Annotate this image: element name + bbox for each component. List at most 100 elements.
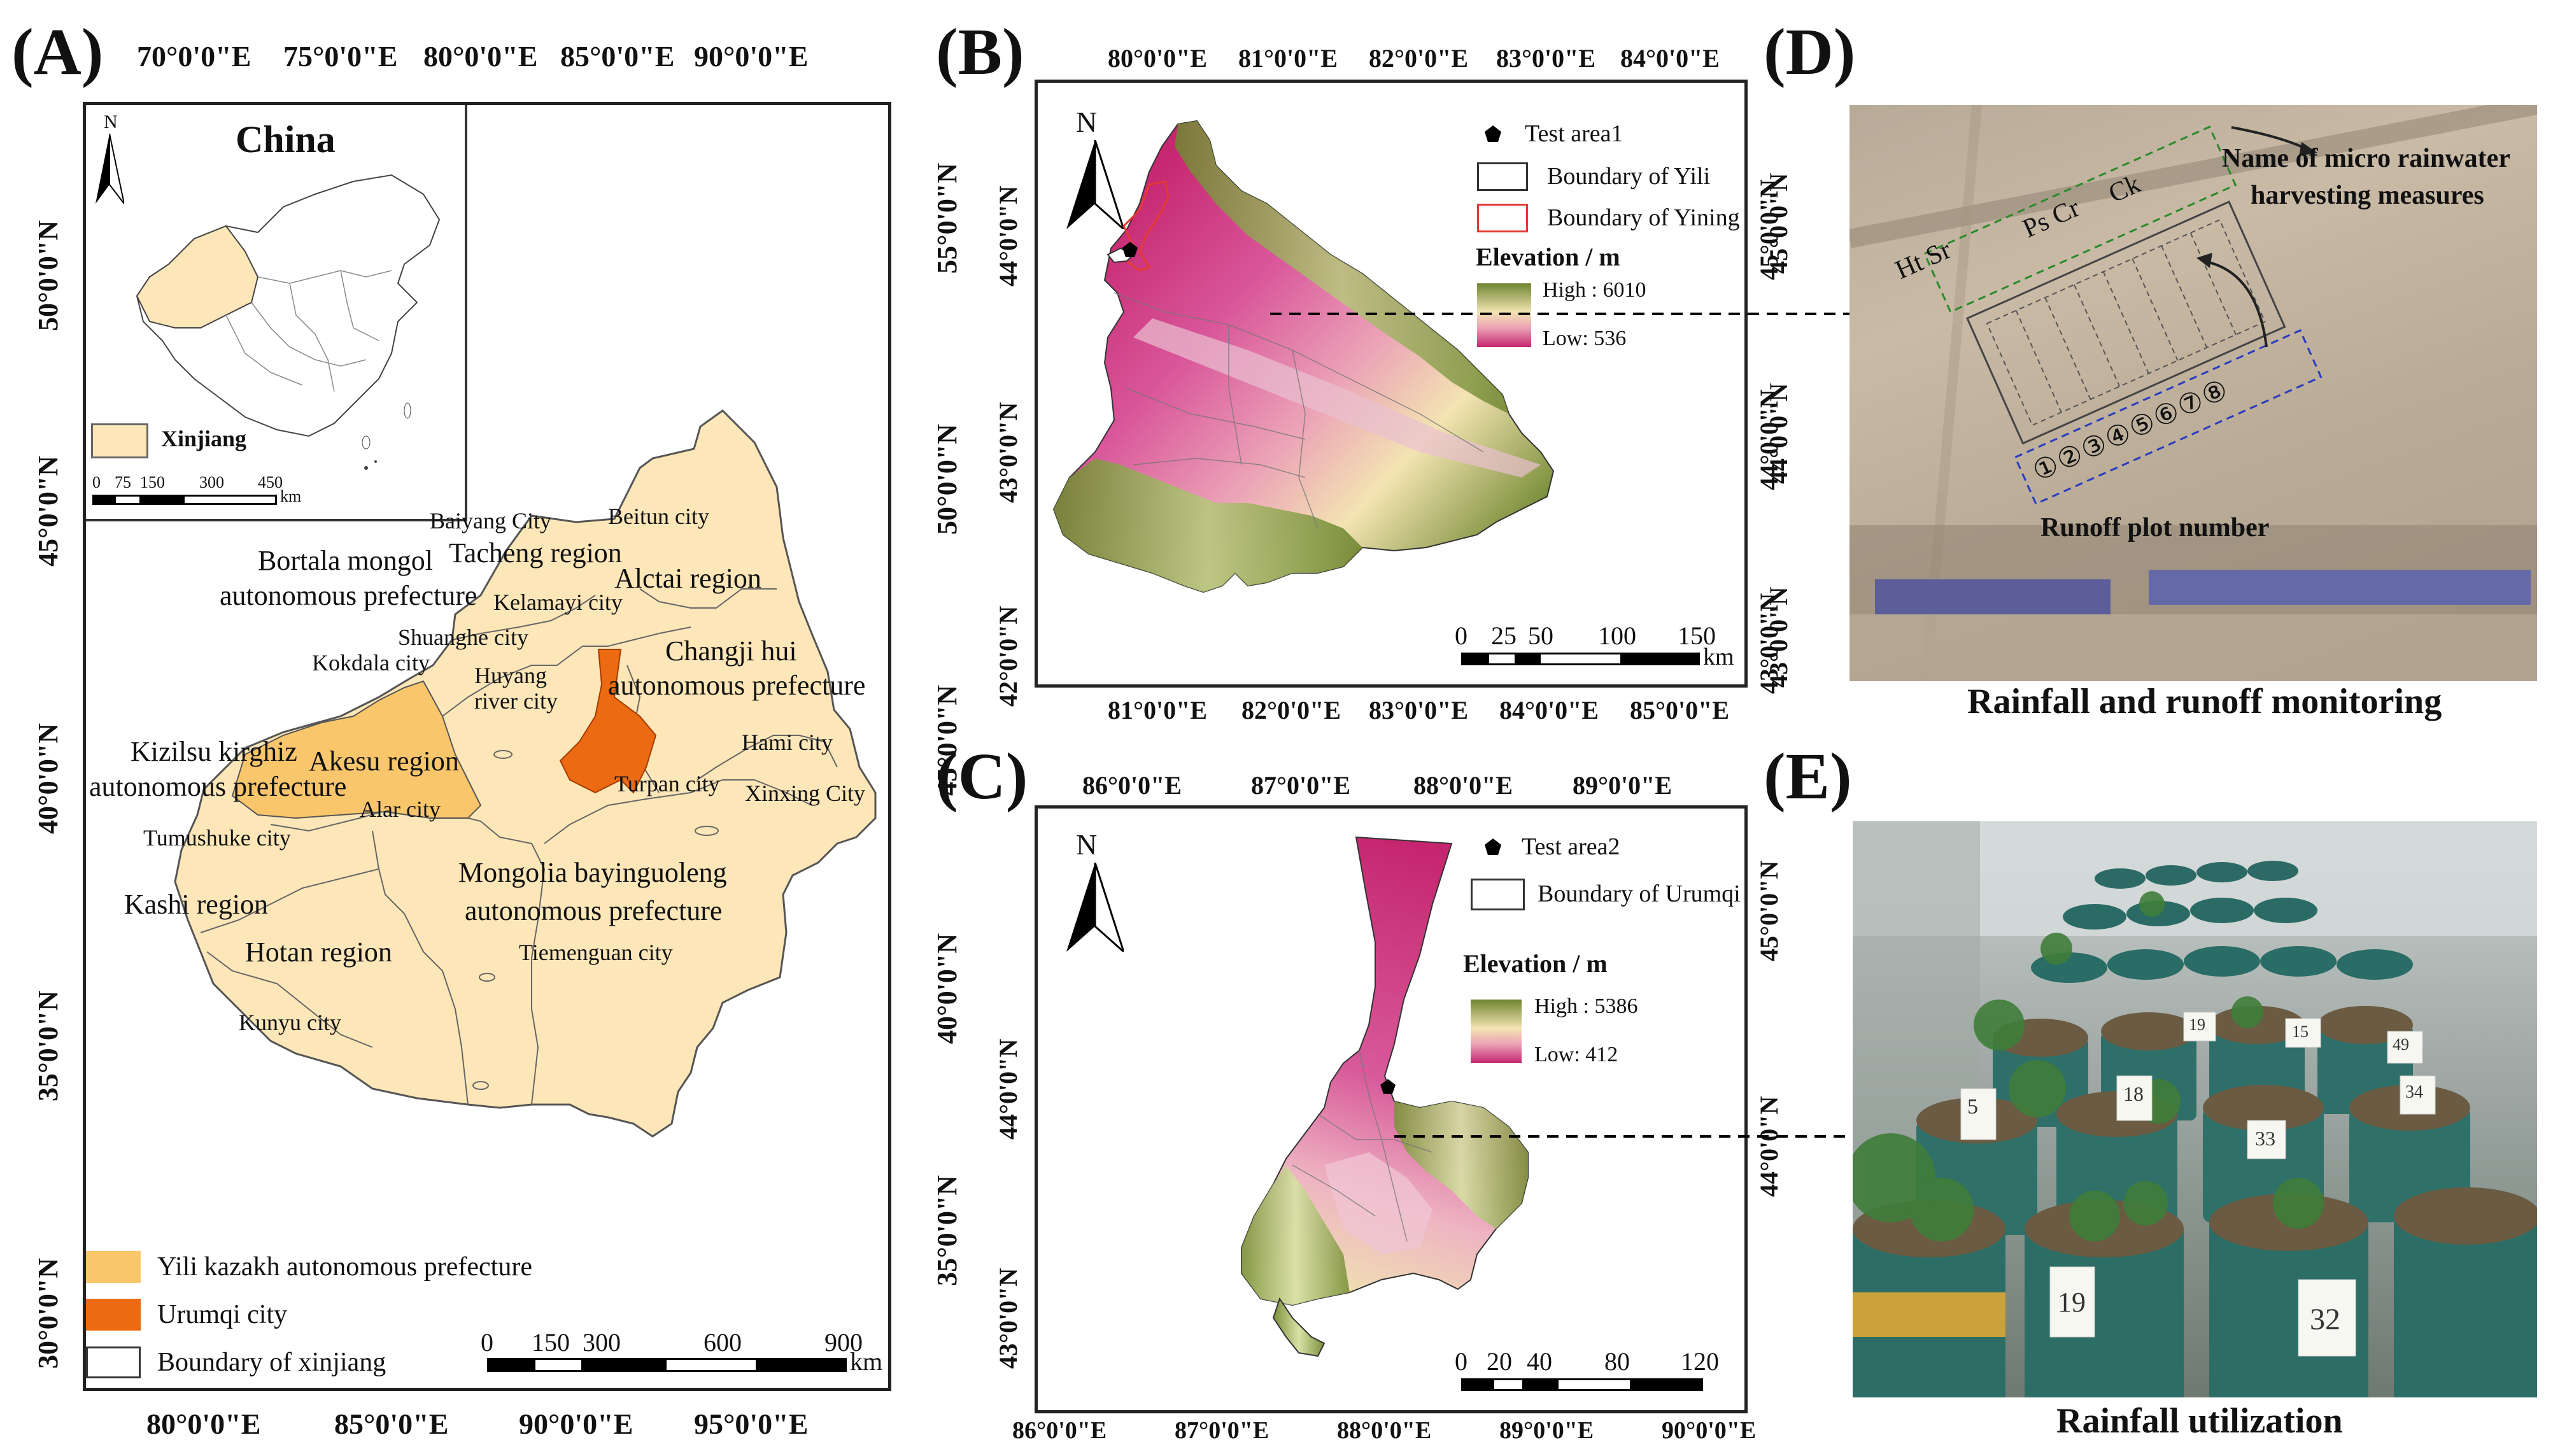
scale-bar — [487, 1358, 847, 1372]
inset-legend-swatch — [91, 423, 148, 458]
scale-label: 50 — [1528, 621, 1553, 650]
region-label: Kokdala city — [312, 650, 430, 675]
panel-label-a: (A) — [11, 15, 104, 88]
lon-label: 90°0'0"E — [519, 1408, 633, 1440]
xinjiang-map — [174, 409, 877, 1138]
panel-label-b: (B) — [936, 15, 1024, 88]
plot-grid — [1966, 200, 2286, 445]
lon-label: 88°0'0"E — [1413, 771, 1513, 800]
lon-label: 82°0'0"E — [1241, 696, 1341, 724]
lon-label: 84°0'0"E — [1499, 696, 1599, 724]
north-label: N — [1076, 828, 1098, 861]
lake — [479, 973, 495, 982]
urumqi-region — [559, 649, 657, 794]
pot-tag-text: 15 — [2292, 1022, 2309, 1041]
inset-scale-label: 450 — [258, 473, 283, 491]
lon-label: 87°0'0"E — [1251, 771, 1350, 800]
region-label: Bortala mongol — [258, 545, 433, 576]
region-label: autonomous prefecture — [465, 895, 723, 926]
legend-label: Boundary of Yili — [1547, 163, 1711, 190]
scale-label: 900 — [824, 1328, 863, 1357]
scale-bar — [1461, 1378, 1703, 1391]
greenhouse-roof — [1875, 579, 2111, 614]
region-label: Kelamayi city — [493, 590, 623, 615]
boundary-legend-swatch — [1477, 162, 1528, 191]
region-label: autonomous prefecture — [608, 670, 866, 701]
measure-name-label: harvesting measures — [2251, 181, 2484, 210]
region-label: Tiemenguan city — [519, 940, 673, 965]
elevation-title: Elevation / m — [1476, 243, 1620, 271]
region-label: river city — [474, 688, 558, 714]
panel-d-caption: Rainfall and runoff monitoring — [1967, 682, 2442, 721]
scale-label: 25 — [1491, 621, 1517, 650]
south-mountains — [1394, 1101, 1528, 1229]
scale-unit: km — [850, 1347, 883, 1376]
yining-legend-swatch — [1477, 204, 1528, 232]
legend-item-yili: Yili kazakh autonomous prefecture — [86, 1251, 532, 1283]
china-outline — [136, 174, 441, 470]
elevation-ramp — [1471, 1000, 1522, 1063]
scale-label: 100 — [1598, 621, 1636, 650]
satellite-detail — [1849, 105, 2537, 681]
test-area-2-marker — [1380, 1079, 1396, 1094]
region-label: Kizilsu kirghiz — [131, 736, 297, 767]
inset-north-label: N — [104, 111, 118, 132]
north-mountains — [1175, 121, 1509, 414]
lat-label: 43°0'0"N — [1764, 586, 1793, 688]
urumqi-elevation-map — [1241, 836, 1529, 1357]
lon-label: 86°0'0"E — [1012, 1417, 1107, 1444]
lon-label: 89°0'0"E — [1573, 771, 1672, 800]
elevation-low: Low: 536 — [1543, 327, 1627, 350]
pointer-line — [2202, 260, 2268, 348]
pot-tag-text: 19 — [2058, 1287, 2086, 1318]
river-network — [1114, 292, 1484, 529]
inset-scale-bar — [92, 495, 277, 505]
scale-label: 150 — [1678, 621, 1716, 650]
basin-area — [1324, 1152, 1432, 1254]
boundary-legend-swatch — [1471, 879, 1525, 910]
island — [364, 466, 368, 470]
district-boundary — [1292, 1050, 1433, 1242]
pot-tag-text: 33 — [2255, 1127, 2275, 1150]
scale-label: 150 — [532, 1328, 570, 1357]
inset-scale-label: 75 — [115, 473, 131, 491]
pot-tag-text: 18 — [2123, 1082, 2144, 1105]
panel-b-map-frame: N — [1035, 80, 1748, 688]
scale-unit: km — [1703, 644, 1734, 670]
north-label: N — [1076, 106, 1098, 138]
lon-label: 86°0'0"E — [1082, 771, 1182, 800]
pot-tag-text: 5 — [1967, 1095, 1978, 1119]
legend-label: Test area1 — [1525, 120, 1623, 147]
pointer-arrow-icon — [2299, 142, 2317, 156]
inset-title: China — [236, 118, 336, 160]
scale-label: 120 — [1681, 1347, 1719, 1376]
lon-label: 85°0'0"E — [1630, 696, 1729, 724]
scale-label: 0 — [1455, 1347, 1467, 1376]
lon-label: 89°0'0"E — [1499, 1417, 1594, 1444]
inset-legend-label: Xinjiang — [161, 426, 247, 451]
legend-item-boundary: Boundary of xinjiang — [86, 1346, 386, 1378]
panel-c-map-frame: N — [1035, 805, 1748, 1413]
test-area-legend-icon — [1485, 838, 1501, 855]
region-label: Kunyu city — [239, 1010, 341, 1035]
north-arrow-icon — [95, 134, 124, 204]
tianshan-south — [1054, 458, 1362, 592]
measure-name-label: Name of micro rainwater — [2222, 144, 2510, 173]
scale-label: 0 — [481, 1328, 493, 1357]
scale-label: 0 — [1455, 621, 1467, 650]
lon-label: 85°0'0"E — [334, 1408, 449, 1440]
panel-label-c: (C) — [936, 740, 1028, 813]
pot-tag-text: 34 — [2405, 1082, 2423, 1102]
pots-illustration — [1853, 821, 2537, 1397]
china-inset: China N Xinjiang 0 75 150 300 450 — [86, 105, 467, 521]
lake — [493, 750, 513, 759]
scale-label: 80 — [1604, 1347, 1630, 1376]
region-label: Alar city — [360, 796, 441, 822]
island — [362, 435, 371, 449]
elevation-title: Elevation / m — [1463, 949, 1608, 978]
scale-label: 300 — [583, 1328, 621, 1357]
lon-label: 83°0'0"E — [1369, 696, 1468, 724]
region-label: Alctai region — [614, 563, 761, 594]
lon-label: 90°0'0"E — [1662, 1417, 1757, 1444]
region-label: autonomous prefecture — [220, 580, 477, 611]
